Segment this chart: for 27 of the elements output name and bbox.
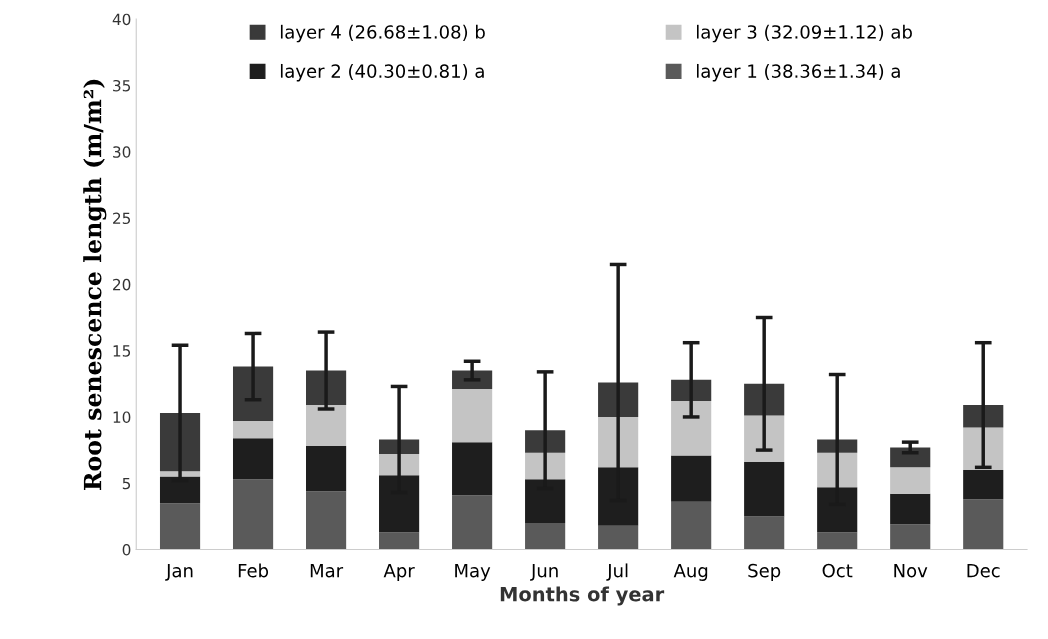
- x-tick-label: Jan: [165, 563, 193, 581]
- legend-label: layer 3 (32.09±1.12) ab: [696, 24, 912, 43]
- x-tick-label: Dec: [967, 563, 1000, 578]
- x-axis-title: Months of year: [500, 586, 665, 606]
- x-tick-label: May: [455, 563, 491, 581]
- y-tick-label: 10: [113, 411, 131, 423]
- y-tick-label: 5: [122, 477, 131, 490]
- x-tick-label: Jun: [530, 563, 558, 581]
- x-tick-label: Feb: [238, 563, 269, 578]
- y-tick-label: 0: [122, 544, 131, 556]
- x-tick-label: Oct: [822, 563, 853, 578]
- x-tick-label: Apr: [383, 563, 415, 581]
- x-tick-label: Aug: [673, 563, 708, 581]
- legend-label: layer 1 (38.36±1.34) a: [696, 63, 900, 82]
- y-tick-label: 30: [113, 146, 131, 158]
- y-tick-label: 15: [113, 345, 131, 357]
- y-tick-label: 40: [112, 13, 131, 26]
- x-tick-label: Jul: [606, 563, 628, 581]
- x-tick-label: Nov: [894, 563, 928, 578]
- legend-label: layer 4 (26.68±1.08) b: [280, 24, 485, 43]
- x-tick-label: Sep: [748, 563, 781, 581]
- legend-label: layer 2 (40.30±0.81) a: [280, 63, 484, 82]
- y-axis-title: Root senescence length (m/m²): [83, 79, 107, 490]
- y-tick-label: 25: [113, 212, 131, 225]
- y-tick-label: 20: [113, 278, 131, 291]
- x-tick-label: Mar: [310, 563, 344, 578]
- y-tick-label: 35: [113, 79, 131, 92]
